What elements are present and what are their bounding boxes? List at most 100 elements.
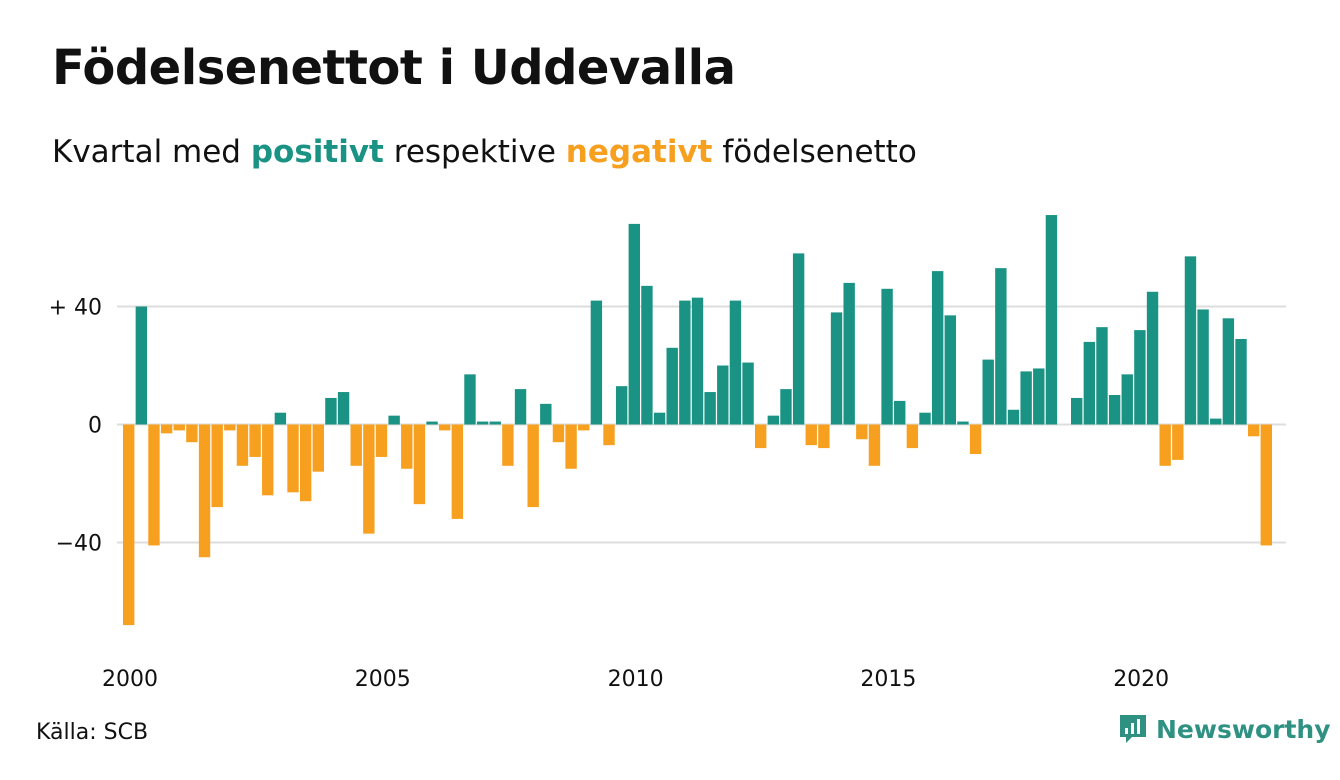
bar xyxy=(148,424,160,546)
bar xyxy=(552,424,565,443)
bar xyxy=(729,300,742,425)
bar xyxy=(249,424,261,457)
bar xyxy=(1108,395,1121,425)
bar xyxy=(1197,309,1209,425)
y-tick-label: 0 xyxy=(88,414,102,439)
bar xyxy=(805,424,817,446)
bar xyxy=(173,424,185,431)
bar xyxy=(615,386,628,425)
bar xyxy=(1083,341,1096,425)
bar xyxy=(451,424,464,519)
bar xyxy=(502,424,514,466)
bar xyxy=(1260,424,1272,546)
bar xyxy=(1210,418,1222,425)
bar xyxy=(337,392,350,425)
chart-title: Födelsenettot i Uddevalla xyxy=(52,40,736,96)
bar xyxy=(325,397,337,425)
bar xyxy=(1146,291,1159,425)
bar xyxy=(982,359,994,425)
bar xyxy=(1159,424,1171,466)
bar xyxy=(426,421,438,425)
y-tick-label: + 40 xyxy=(49,296,102,321)
bar xyxy=(653,412,666,425)
bar xyxy=(1020,371,1032,425)
bar xyxy=(1033,368,1045,425)
bar xyxy=(995,268,1007,425)
bar xyxy=(262,424,274,496)
y-axis-ticks: + 40 0 −40 xyxy=(49,296,102,557)
bar xyxy=(401,424,413,469)
bar xyxy=(792,253,805,425)
bar xyxy=(818,424,830,449)
bar xyxy=(1071,397,1083,425)
x-tick-label: 2020 xyxy=(1113,667,1169,692)
bar xyxy=(527,424,539,508)
bar xyxy=(224,424,236,431)
bar xyxy=(565,424,577,469)
bar xyxy=(1134,330,1146,425)
bar xyxy=(1235,338,1247,425)
brand-name: Newsworthy xyxy=(1156,714,1331,744)
x-tick-label: 2015 xyxy=(860,667,916,692)
source-note: Källa: SCB xyxy=(36,720,149,745)
bar xyxy=(944,315,956,425)
bar xyxy=(236,424,249,466)
bar-chart: + 40 0 −40 2000 2005 2010 2015 2020 xyxy=(49,215,1286,692)
bar xyxy=(780,389,792,425)
bar xyxy=(388,415,400,425)
bar xyxy=(931,271,944,425)
bar xyxy=(957,421,969,425)
bar xyxy=(1247,424,1260,437)
brand[interactable]: Newsworthy xyxy=(1118,713,1331,745)
x-axis-ticks: 2000 2005 2010 2015 2020 xyxy=(102,667,1169,692)
bar xyxy=(868,424,881,466)
bar xyxy=(881,288,893,425)
bar xyxy=(742,362,754,425)
bar xyxy=(906,424,919,449)
bar xyxy=(755,424,767,449)
bar xyxy=(413,424,426,505)
bar xyxy=(1007,409,1020,425)
bar xyxy=(1172,424,1184,460)
bar xyxy=(299,424,312,502)
bar xyxy=(375,424,388,457)
chart-subtitle: Kvartal med positivt respektive negativt… xyxy=(52,134,917,170)
bar xyxy=(590,300,603,425)
bar xyxy=(160,424,173,434)
bar xyxy=(691,297,704,425)
bar xyxy=(274,412,287,425)
bar xyxy=(628,223,640,425)
x-tick-label: 2010 xyxy=(608,667,664,692)
bar xyxy=(1121,374,1133,425)
bar xyxy=(439,424,451,431)
x-tick-label: 2005 xyxy=(355,667,411,692)
bar xyxy=(1045,215,1058,425)
subtitle-pre: Kvartal med xyxy=(52,134,241,170)
subtitle-mid: respektive xyxy=(393,134,556,170)
bar xyxy=(641,285,653,425)
bar xyxy=(186,424,198,443)
y-tick-label: −40 xyxy=(56,532,102,557)
subtitle-post: födelsenetto xyxy=(722,134,917,170)
bar xyxy=(704,392,716,425)
bar xyxy=(489,421,501,425)
bar xyxy=(856,424,868,440)
bar xyxy=(830,312,843,425)
bar xyxy=(717,365,729,425)
bar xyxy=(894,400,906,425)
bar xyxy=(1096,327,1108,425)
bar xyxy=(198,424,211,558)
bar xyxy=(514,389,527,425)
bar xyxy=(843,282,855,425)
bar xyxy=(287,424,299,493)
bar xyxy=(1184,256,1197,425)
bar xyxy=(767,415,780,425)
bar xyxy=(464,374,476,425)
bar xyxy=(679,300,691,425)
bar xyxy=(919,412,931,425)
subtitle-positive: positivt xyxy=(250,134,384,170)
bar xyxy=(1222,318,1235,425)
subtitle-negative: negativt xyxy=(565,134,713,170)
bar xyxy=(603,424,615,446)
newsworthy-logo-icon xyxy=(1120,715,1146,743)
